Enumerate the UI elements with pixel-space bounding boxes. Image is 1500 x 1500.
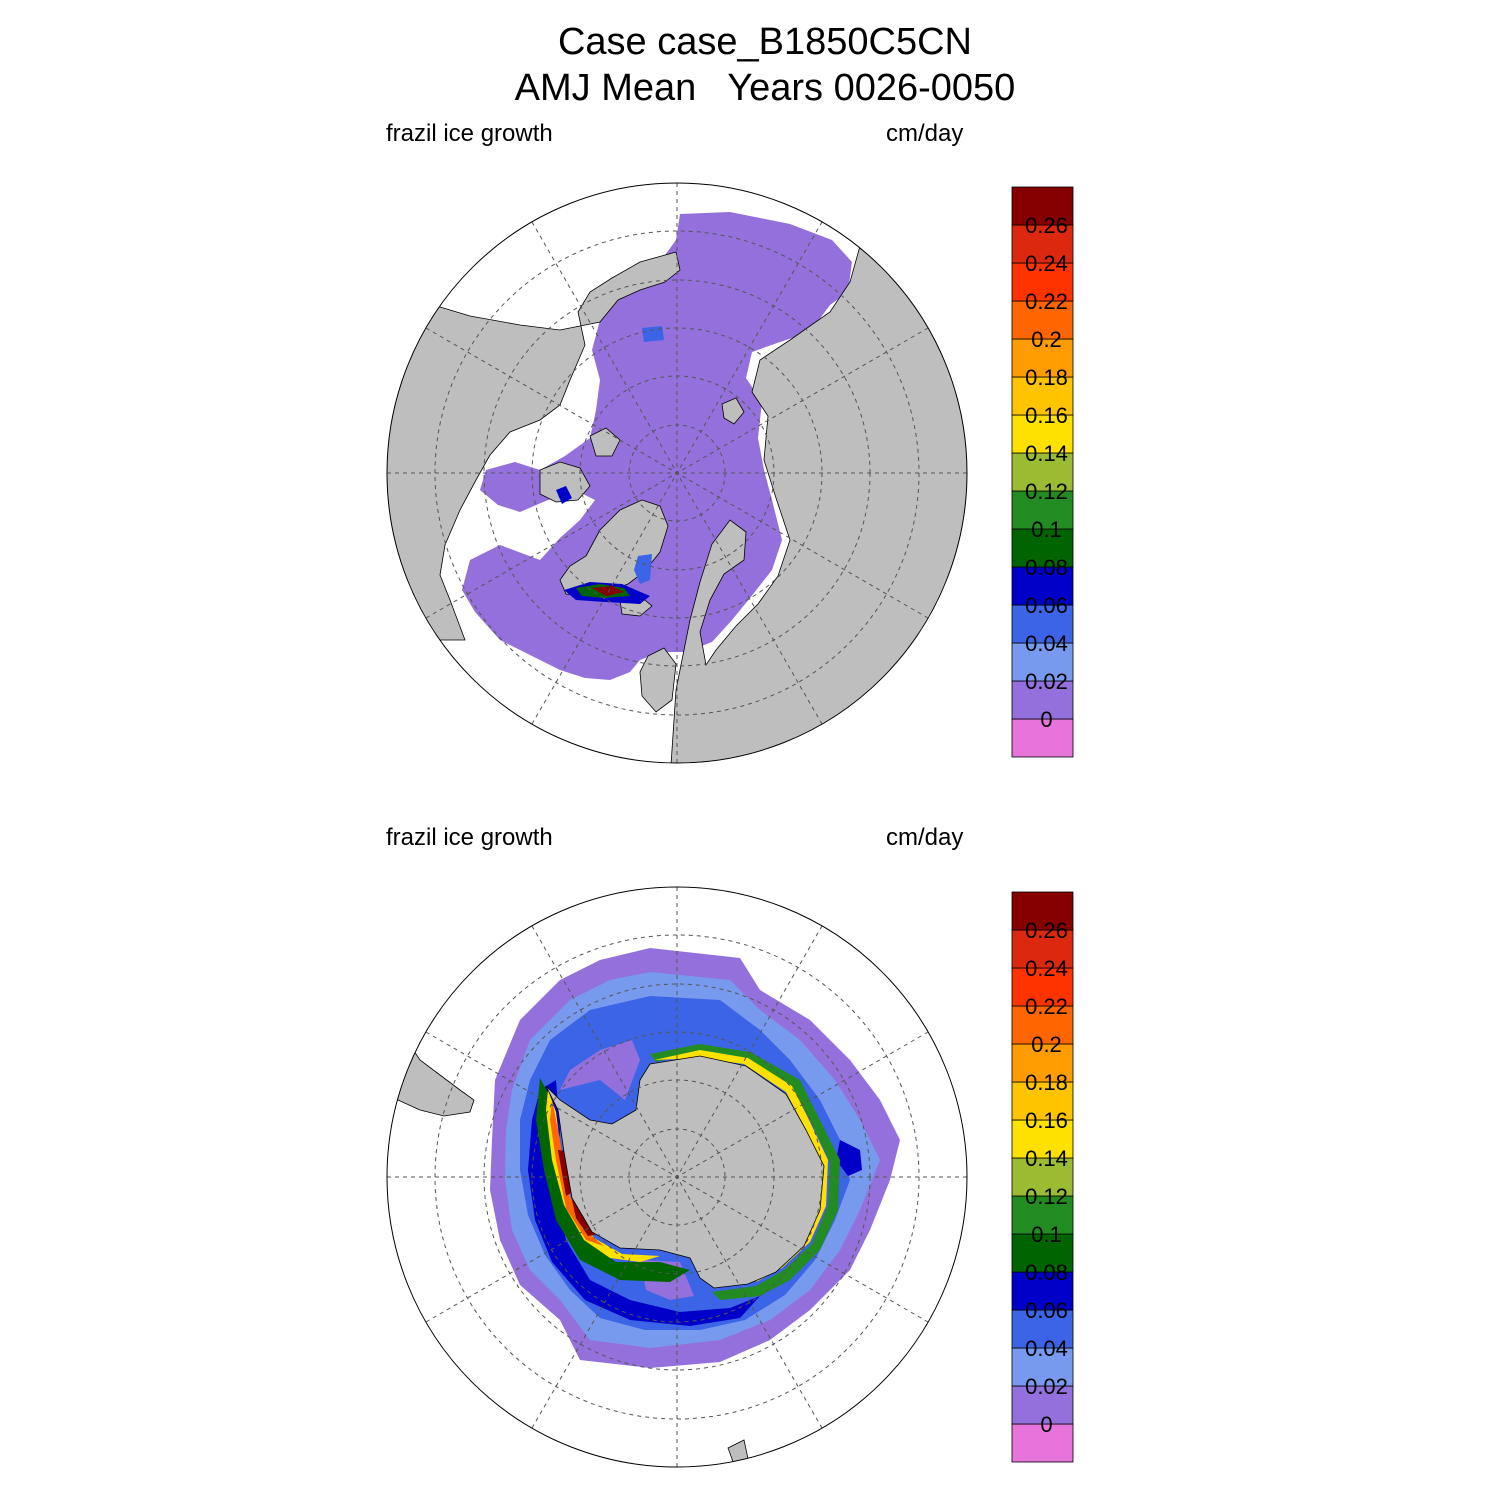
antarctic-colorbar-tick-label: 0.24	[1025, 956, 1068, 981]
antarctic-colorbar-tick-label: 0.1	[1031, 1222, 1062, 1247]
arctic-colorbar-swatch	[1011, 528, 1074, 568]
arctic-colorbar-swatch	[1011, 224, 1074, 264]
arctic-colorbar-swatch	[1011, 642, 1074, 682]
hotspot-blue	[634, 554, 652, 584]
arctic-colorbar-swatch	[1011, 186, 1074, 226]
antarctic-colorbar-swatch	[1011, 967, 1074, 1007]
arctic-colorbar-swatch	[1011, 680, 1074, 720]
arctic-colorbar-tick-label: 0.04	[1025, 631, 1068, 656]
figure-title-case: Case case_B1850C5CN	[557, 21, 972, 63]
antarctic-colorbar-tick-label: 0.12	[1025, 1184, 1068, 1209]
arctic-colorbar-swatch	[1011, 300, 1074, 340]
antarctic-colorbar-swatch	[1011, 1195, 1074, 1235]
arctic-colorbar-tick-label: 0.02	[1025, 669, 1068, 694]
antarctic-colorbar-swatch	[1011, 1423, 1074, 1463]
canadian-archipelago-island	[589, 427, 621, 457]
arctic-colorbar-swatch	[1011, 566, 1074, 606]
antarctic-colorbar-swatch	[1011, 1005, 1074, 1045]
antarctic-map-border	[386, 886, 968, 1468]
arctic-colorbar-swatch	[1011, 490, 1074, 530]
arctic-colorbar-tick-label: 0.1	[1031, 517, 1062, 542]
antarctic-colorbar-swatch	[1011, 1081, 1074, 1121]
north-panel-variable-label: frazil ice growth	[386, 120, 553, 147]
coastal-rim-dark-green	[536, 1078, 690, 1282]
antarctic-colorbar-tick-label: 0	[1040, 1412, 1052, 1437]
arctic-colorbar-swatch	[1011, 452, 1074, 492]
arctic-colorbar-tick-label: 0.2	[1031, 327, 1062, 352]
antarctic-colorbar-swatch	[1011, 1271, 1074, 1311]
arctic-colorbar-swatch	[1011, 376, 1074, 416]
antarctic-colorbar-tick-label: 0.02	[1025, 1374, 1068, 1399]
arctic-map-border	[386, 182, 968, 764]
arctic-island	[721, 397, 745, 425]
antarctic-colorbar-tick-label: 0.14	[1025, 1146, 1068, 1171]
antarctic-colorbar-swatch	[1011, 1309, 1074, 1349]
antarctic-colorbar-swatch	[1011, 1157, 1074, 1197]
antarctic-colorbar-swatch	[1011, 1347, 1074, 1387]
sea-ice-band-0.06-0.08	[836, 1140, 862, 1176]
antarctic-colorbar-swatch	[1011, 891, 1074, 931]
arctic-colorbar-tick-label: 0.22	[1025, 289, 1068, 314]
arctic-colorbar-tick-label: 0.16	[1025, 403, 1068, 428]
arctic-colorbar-tick-label: 0.08	[1025, 555, 1068, 580]
arctic-colorbar-tick-label: 0	[1040, 707, 1052, 732]
antarctic-colorbar-tick-label: 0.16	[1025, 1108, 1068, 1133]
canadian-archipelago-island	[539, 461, 591, 503]
antarctic-graticule	[387, 887, 967, 1467]
weddell-sea-low-growth	[560, 1040, 640, 1100]
south-panel-units-label: cm/day	[886, 824, 964, 851]
north-panel-units-label: cm/day	[886, 120, 964, 147]
arctic-colorbar: 0 0.02 0.04 0.06 0.08 0.1 0.12 0.14 0.16 0.18 0.2 0…	[1011, 186, 1074, 758]
antarctic-colorbar-swatch	[1011, 1119, 1074, 1159]
arctic-graticule	[387, 183, 967, 763]
arctic-colorbar-tick-label: 0.26	[1025, 213, 1068, 238]
antarctic-colorbar-tick-label: 0.26	[1025, 918, 1068, 943]
antarctic-colorbar-tick-label: 0.18	[1025, 1070, 1068, 1095]
hotspot-blue	[642, 326, 664, 342]
arctic-colorbar-tick-label: 0.06	[1025, 593, 1068, 618]
arctic-frazil-hotspots	[556, 326, 664, 604]
north-america-landmass	[387, 251, 681, 641]
arctic-colorbar-swatch	[1011, 718, 1074, 758]
hotspot-blue	[556, 486, 572, 504]
eurasia-landmass	[669, 231, 967, 763]
antarctic-colorbar-tick-label: 0.08	[1025, 1260, 1068, 1285]
hotspot-red	[592, 586, 624, 596]
antarctic-colorbar-swatch	[1011, 1385, 1074, 1425]
south-panel-variable-label: frazil ice growth	[386, 824, 553, 851]
antarctic-colorbar-swatch	[1011, 1043, 1074, 1083]
arctic-colorbar-swatch	[1011, 604, 1074, 644]
arctic-colorbar-tick-label: 0.12	[1025, 479, 1068, 504]
arctic-map	[386, 182, 968, 764]
antarctic-colorbar-tick-label: 0.22	[1025, 994, 1068, 1019]
antarctic-colorbar-tick-label: 0.06	[1025, 1298, 1068, 1323]
arctic-colorbar-tick-label: 0.24	[1025, 251, 1068, 276]
antarctic-colorbar-swatch	[1011, 1233, 1074, 1273]
arctic-sea-ice-field	[462, 212, 852, 680]
antarctic-map	[386, 886, 968, 1468]
antarctic-colorbar-tick-label: 0.2	[1031, 1032, 1062, 1057]
arctic-colorbar-tick-label: 0.14	[1025, 441, 1068, 466]
antarctic-colorbar: 0 0.02 0.04 0.06 0.08 0.1 0.12 0.14 0.16 0.18 0.2 0…	[1011, 891, 1074, 1463]
figure-title-period: AMJ Mean Years 0026-0050	[514, 67, 1016, 109]
arctic-colorbar-tick-label: 0.18	[1025, 365, 1068, 390]
antarctic-colorbar-tick-label: 0.04	[1025, 1336, 1068, 1361]
arctic-colorbar-swatch	[1011, 338, 1074, 378]
arctic-colorbar-swatch	[1011, 414, 1074, 454]
